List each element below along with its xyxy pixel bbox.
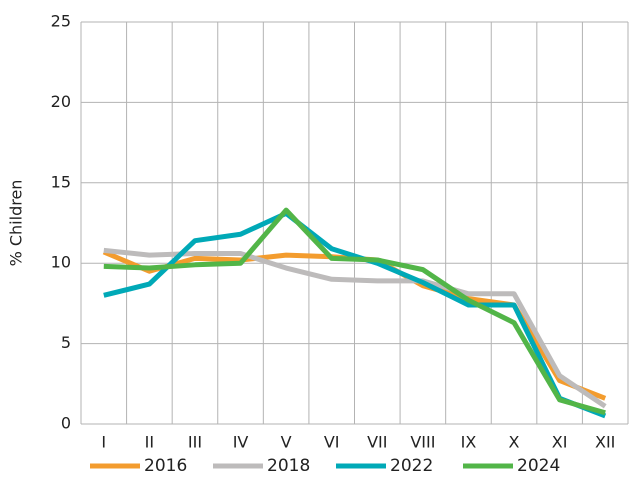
x-tick-label: VII: [367, 433, 387, 452]
x-tick-label: X: [509, 433, 520, 452]
x-tick-label: I: [101, 433, 106, 452]
legend-label: 2018: [267, 456, 310, 476]
y-axis-label: % Children: [7, 180, 26, 267]
y-tick-label: 5: [61, 333, 71, 352]
x-tick-label: III: [188, 433, 202, 452]
x-tick-label: IV: [233, 433, 249, 452]
x-tick-label: XII: [595, 433, 615, 452]
y-tick-label: 15: [51, 172, 71, 191]
legend-label: 2016: [144, 456, 187, 476]
y-tick-label: 25: [51, 12, 71, 31]
series-line: [103, 247, 607, 409]
x-tick-label: VI: [324, 433, 340, 452]
x-tick-label: XI: [552, 433, 568, 452]
x-tick-label: VIII: [410, 433, 435, 452]
legend-label: 2024: [517, 456, 560, 476]
series-line: [103, 210, 607, 419]
x-tick-label: IX: [461, 433, 477, 452]
y-tick-label: 20: [51, 92, 71, 111]
y-tick-label: 0: [61, 414, 71, 433]
series-line: [103, 207, 606, 416]
x-tick-label: II: [145, 433, 154, 452]
x-tick-label: V: [281, 433, 292, 452]
y-tick-label: 10: [51, 253, 71, 272]
legend-label: 2022: [390, 456, 433, 476]
